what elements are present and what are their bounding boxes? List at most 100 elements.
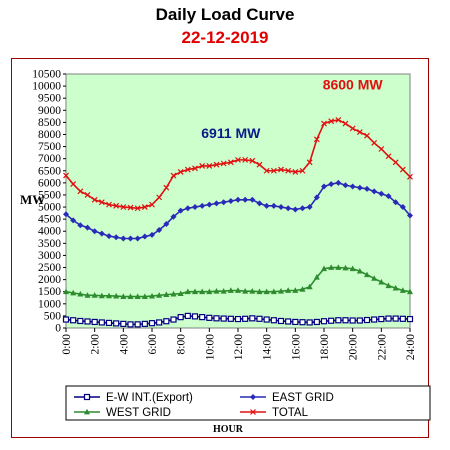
data-point xyxy=(306,319,313,326)
y-tick-label: 8000 xyxy=(38,129,61,141)
data-point xyxy=(213,315,220,322)
data-point xyxy=(256,200,263,207)
x-tick-label: 20:00 xyxy=(348,334,360,360)
data-point xyxy=(199,202,206,209)
peak-annotation: 6911 MW xyxy=(201,125,261,141)
legend-swatch-marker xyxy=(250,409,256,415)
data-point xyxy=(134,293,141,299)
data-point xyxy=(199,314,206,321)
data-point xyxy=(278,204,284,211)
data-point xyxy=(163,220,170,227)
data-point xyxy=(299,205,306,212)
data-point xyxy=(306,204,313,211)
data-point xyxy=(242,196,249,203)
data-point xyxy=(234,315,242,323)
data-point xyxy=(77,222,84,229)
data-point xyxy=(141,293,148,299)
data-point xyxy=(242,288,249,294)
data-point xyxy=(399,166,406,173)
y-tick-label: 10000 xyxy=(32,81,61,93)
data-point xyxy=(278,166,284,173)
y-tick-label: 3500 xyxy=(38,238,61,250)
data-point xyxy=(177,169,184,175)
data-point xyxy=(328,317,335,324)
x-tick-label: 24:00 xyxy=(405,334,417,360)
data-point xyxy=(177,314,184,321)
data-point xyxy=(120,204,127,210)
data-point xyxy=(335,179,342,186)
legend-item-west-grid: WEST GRID xyxy=(74,407,171,419)
data-point xyxy=(227,198,234,204)
data-point xyxy=(170,290,177,297)
chart-subtitle: 22-12-2019 xyxy=(181,28,269,47)
data-point xyxy=(91,292,98,298)
data-point xyxy=(213,288,220,294)
data-point xyxy=(263,288,270,295)
data-point xyxy=(321,120,327,127)
data-point xyxy=(127,235,134,242)
data-point xyxy=(249,196,256,203)
data-point xyxy=(227,159,234,166)
data-point xyxy=(392,315,399,322)
y-tick-label: 3000 xyxy=(38,250,61,262)
series-total xyxy=(63,117,413,212)
data-point xyxy=(206,162,213,169)
data-point xyxy=(385,315,392,322)
data-point xyxy=(328,181,335,188)
data-point xyxy=(356,129,363,135)
data-point xyxy=(406,315,414,323)
chart-title: Daily Load Curve xyxy=(155,5,295,24)
data-point xyxy=(134,205,141,212)
data-point xyxy=(313,318,320,326)
data-point xyxy=(385,153,392,160)
data-point xyxy=(163,184,170,191)
data-point xyxy=(213,200,220,207)
data-point xyxy=(349,183,356,190)
data-point xyxy=(313,136,320,143)
data-point xyxy=(163,318,170,325)
data-point xyxy=(192,165,198,172)
data-point xyxy=(235,196,241,203)
data-point xyxy=(220,315,227,322)
data-point xyxy=(77,317,84,325)
y-tick-label: 10500 xyxy=(32,69,61,81)
data-point xyxy=(170,316,177,323)
data-point xyxy=(63,211,69,218)
data-point xyxy=(292,318,299,326)
data-point xyxy=(299,167,306,174)
data-point xyxy=(292,287,299,293)
data-point xyxy=(256,161,263,168)
data-point xyxy=(199,162,206,169)
data-point xyxy=(342,120,349,127)
data-point xyxy=(378,190,385,197)
data-point xyxy=(249,315,256,322)
data-point xyxy=(91,196,98,203)
data-point xyxy=(313,194,320,201)
data-point xyxy=(256,288,263,295)
y-tick-label: 7000 xyxy=(38,153,61,165)
y-tick-label: 5000 xyxy=(38,202,61,214)
data-point xyxy=(285,287,292,293)
data-point xyxy=(113,320,120,327)
data-point xyxy=(277,317,285,325)
data-point xyxy=(227,315,234,322)
data-point xyxy=(106,292,112,299)
data-point xyxy=(98,230,105,237)
data-point xyxy=(371,275,378,281)
data-point xyxy=(170,213,177,220)
y-tick-label: 9500 xyxy=(38,93,61,105)
data-point xyxy=(292,206,299,213)
y-tick-label: 2000 xyxy=(38,274,61,286)
data-point xyxy=(321,183,327,190)
data-point xyxy=(392,199,399,206)
series-east-grid xyxy=(63,179,413,242)
data-point xyxy=(149,292,155,299)
y-tick-label: 5500 xyxy=(38,189,61,201)
data-point xyxy=(256,315,263,322)
data-point xyxy=(335,117,342,123)
data-point xyxy=(407,288,413,295)
data-point xyxy=(378,278,385,285)
data-point xyxy=(149,201,155,208)
data-point xyxy=(199,288,206,295)
x-tick-label: 12:00 xyxy=(233,334,245,360)
